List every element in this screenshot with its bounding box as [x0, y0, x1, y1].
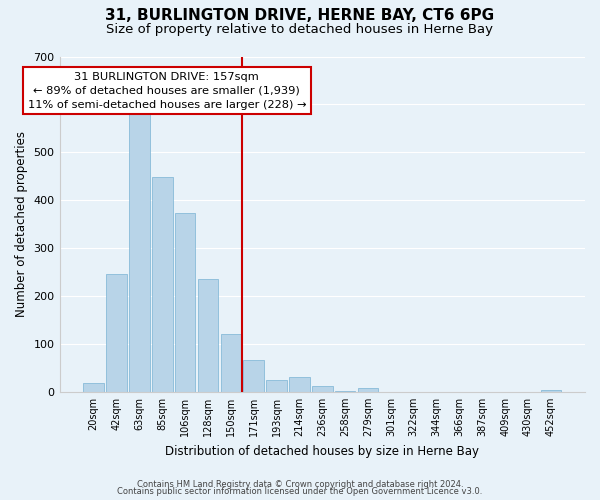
Bar [83, 384, 104, 392]
Text: Contains HM Land Registry data © Crown copyright and database right 2024.: Contains HM Land Registry data © Crown c… [137, 480, 463, 489]
Bar [175, 212, 196, 392]
Bar [106, 274, 127, 392]
Bar [358, 388, 378, 392]
Bar [152, 177, 173, 392]
Bar [129, 114, 150, 392]
Bar [541, 390, 561, 392]
Bar [244, 360, 264, 392]
Text: Contains public sector information licensed under the Open Government Licence v3: Contains public sector information licen… [118, 488, 482, 496]
Text: 31, BURLINGTON DRIVE, HERNE BAY, CT6 6PG: 31, BURLINGTON DRIVE, HERNE BAY, CT6 6PG [106, 8, 494, 22]
Bar [198, 280, 218, 392]
Bar [266, 380, 287, 392]
Y-axis label: Number of detached properties: Number of detached properties [15, 131, 28, 317]
Text: Size of property relative to detached houses in Herne Bay: Size of property relative to detached ho… [107, 22, 493, 36]
Bar [289, 377, 310, 392]
Bar [312, 386, 332, 392]
Text: 31 BURLINGTON DRIVE: 157sqm
← 89% of detached houses are smaller (1,939)
11% of : 31 BURLINGTON DRIVE: 157sqm ← 89% of det… [28, 72, 306, 110]
Bar [221, 334, 241, 392]
X-axis label: Distribution of detached houses by size in Herne Bay: Distribution of detached houses by size … [165, 444, 479, 458]
